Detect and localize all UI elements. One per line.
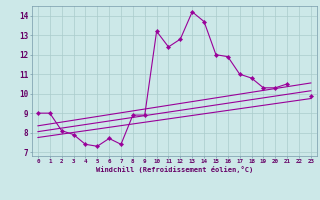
X-axis label: Windchill (Refroidissement éolien,°C): Windchill (Refroidissement éolien,°C) bbox=[96, 166, 253, 173]
